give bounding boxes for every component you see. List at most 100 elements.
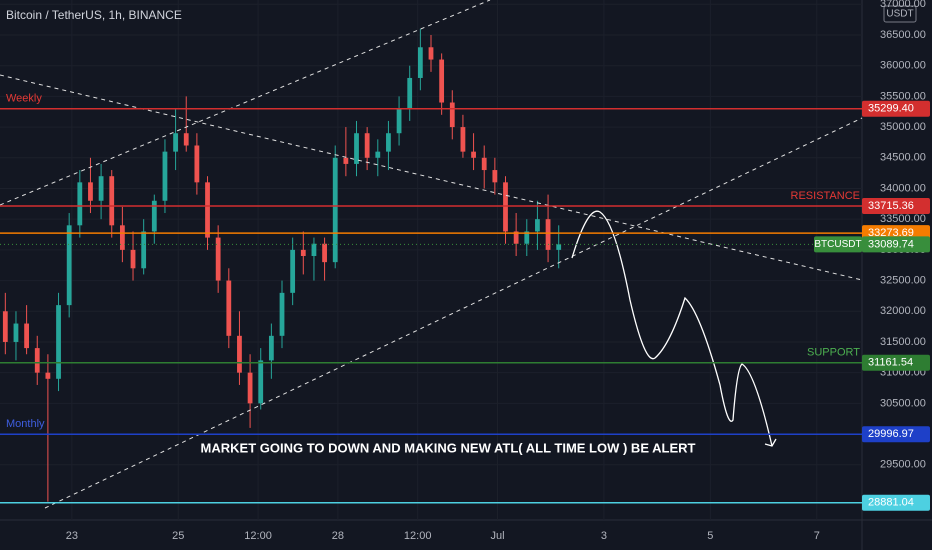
y-tick-label: 34500.00 [880,152,926,164]
candle-body [56,305,61,379]
price-tag [862,236,930,253]
level-label: Monthly [6,418,45,430]
candle-body [545,219,551,250]
y-tick-label: 30500.00 [880,397,926,409]
candle-body [162,151,168,201]
x-tick-label: 7 [814,530,820,542]
candle-body [428,47,434,60]
candle-body [130,249,136,269]
candle-body [492,170,498,183]
candle-body [119,225,125,250]
candle-body [481,157,487,171]
price-tag [862,494,930,511]
x-tick-label: 12:00 [404,530,432,542]
x-tick-label: 5 [707,530,713,542]
candle-body [88,182,93,201]
candle-body [417,47,423,78]
x-tick-label: 28 [332,530,344,542]
x-tick-label: 25 [172,530,184,542]
price-tag-label: 29996.97 [868,428,914,440]
currency: USDT [886,9,913,20]
candle-body [215,237,221,281]
candle-body [45,372,51,379]
candle-body [258,360,264,404]
candle-body [556,244,562,250]
level-label: SUPPORT [807,347,860,359]
currency-box [883,5,917,23]
price-tag [862,197,930,214]
y-tick-label: 36500.00 [880,29,926,41]
candle-body [24,323,29,349]
candle-body [141,231,147,269]
candle-body [354,133,359,164]
y-tick-label: 37000.00 [880,0,926,10]
price-tag-label: 33273.69 [868,227,914,239]
x-tick-label: 12:00 [244,530,272,542]
candle-body [268,335,274,361]
candle-body [332,157,338,263]
candle-body [503,182,508,232]
candle-body [194,145,200,183]
candle-body [396,108,402,134]
price-tag [862,426,930,443]
candle-body [460,127,466,152]
y-tick-label: 35500.00 [880,90,926,102]
y-tick-label: 32000.00 [880,305,926,317]
price-tag-label: 31161.54 [868,357,913,369]
candle-body [237,335,242,373]
candle-body [471,151,476,158]
candle-body [279,292,285,336]
candle-body [13,323,19,342]
level-label: RESISTANCE [791,190,860,202]
symbol-tag-label: BTCUSDT [814,239,861,250]
candle-body [407,77,413,109]
x-tick-label: 3 [601,530,607,542]
candle-body [343,157,349,164]
candle-body [535,219,540,232]
y-tick-label: 32500.00 [880,274,926,286]
candle-body [311,243,317,257]
y-tick-label: 31500.00 [880,336,926,348]
candle-body [77,182,83,226]
candle-body [109,176,115,226]
candle-body [205,182,210,238]
annotation: MARKET GOING TO DOWN AND MAKING NEW ATL(… [201,440,696,455]
candle-body [2,311,8,342]
candle-body [66,225,72,306]
candle-body [183,133,189,146]
trend-line [0,0,491,206]
price-tag-label: 28881.04 [868,497,914,509]
candle-body [513,231,519,244]
symbol-tag [814,236,862,253]
price-tag [862,100,930,117]
candle-body [98,176,104,201]
level-label: Weekly [6,93,42,105]
candle-body [290,249,296,293]
price-tag-label: 33715.36 [868,200,914,212]
price-tag [862,354,930,371]
candle-body [173,133,178,152]
candle-body [439,59,445,103]
candle-body [226,280,232,336]
candle-body [151,200,157,232]
candle-body [34,348,40,373]
projection-path [571,210,777,447]
y-tick-label: 33500.00 [880,213,926,225]
trend-line [44,117,863,509]
x-tick-label: Jul [490,530,504,542]
price-tag-label: 35299.40 [868,103,914,115]
y-tick-label: 29500.00 [880,459,926,471]
candle-body [322,243,327,263]
y-tick-label: 36000.00 [880,60,926,72]
y-tick-label: 35000.00 [880,121,926,133]
chart-title: Bitcoin / TetherUS, 1h, BINANCE [6,8,182,22]
y-tick-label: 34000.00 [880,182,926,194]
candle-body [364,133,370,158]
candle-body [375,151,381,158]
price-tag-label: 33089.74 [868,238,914,250]
candle-body [524,231,530,244]
candle-body [300,249,306,257]
x-tick-label: 23 [66,530,78,542]
